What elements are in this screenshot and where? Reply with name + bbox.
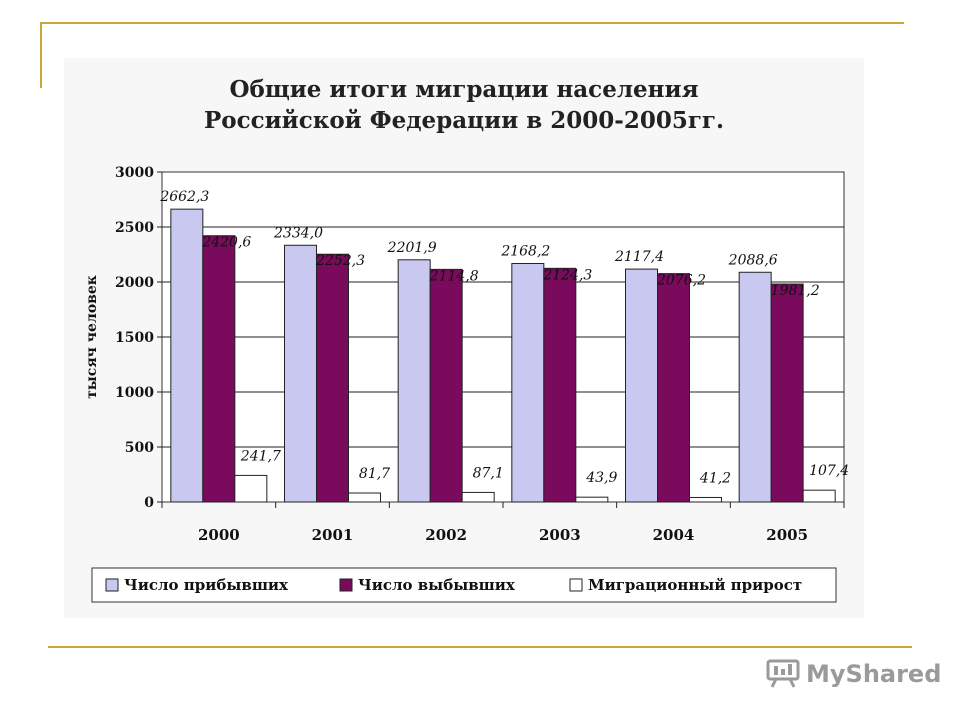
- bar-arrivals-2000: [170, 208, 204, 503]
- data-label: 2201,9: [387, 240, 437, 256]
- bar-net-gain-2000: [234, 474, 268, 503]
- data-label: 2420,6: [201, 235, 251, 251]
- data-label: 107,4: [809, 463, 849, 479]
- x-tick-label: 2001: [312, 526, 354, 544]
- data-label: 241,7: [240, 448, 281, 464]
- chart-title: Общие итоги миграции населения Российско…: [64, 74, 864, 136]
- y-tick-label: 1500: [115, 330, 154, 346]
- x-tick-label: 2000: [198, 526, 240, 544]
- data-label: 2662,3: [159, 189, 209, 205]
- data-label: 41,2: [699, 470, 731, 486]
- x-tick-label: 2002: [425, 526, 467, 544]
- data-label: 2114,8: [429, 268, 479, 284]
- y-tick-label: 0: [144, 495, 154, 511]
- bottom-decor-line: [48, 646, 912, 648]
- bar-arrivals-2003: [511, 262, 545, 503]
- y-axis-label: тысяч человек: [84, 275, 100, 399]
- bar-arrivals-2005: [738, 271, 772, 503]
- data-label: 2124,3: [542, 267, 592, 283]
- presentation-icon: [766, 659, 800, 688]
- bar-net-gain-2002: [461, 491, 495, 503]
- bar-net-gain-2003: [575, 496, 609, 503]
- data-label: 2168,2: [500, 243, 550, 259]
- left-decor-line: [40, 22, 42, 88]
- x-tick-label: 2003: [539, 526, 581, 544]
- legend-swatch: [339, 578, 353, 592]
- data-label: 2088,6: [728, 252, 778, 268]
- watermark: MyShared: [766, 656, 941, 692]
- y-tick-label: 500: [125, 440, 154, 456]
- y-tick-label: 1000: [115, 385, 154, 401]
- chart-title-line2: Российской Федерации в 2000-2005гг.: [203, 107, 725, 134]
- bar-net-gain-2005: [802, 489, 836, 503]
- bar-departures-2004: [657, 273, 690, 503]
- data-label: 87,1: [473, 465, 504, 481]
- legend-label: Миграционный прирост: [588, 576, 802, 594]
- legend-label: Число выбывших: [358, 576, 516, 594]
- watermark-text: MyShared: [806, 660, 942, 688]
- bar-departures-2003: [543, 267, 577, 503]
- bar-departures-2000: [202, 235, 236, 503]
- bar-arrivals-2001: [284, 244, 317, 503]
- data-label: 2252,3: [315, 253, 365, 269]
- data-label: 81,7: [359, 466, 390, 482]
- data-label: 2334,0: [273, 225, 323, 241]
- top-decor-line: [40, 22, 904, 24]
- x-tick-label: 2004: [653, 526, 695, 544]
- bar-departures-2002: [429, 268, 463, 503]
- y-tick-label: 3000: [115, 165, 154, 181]
- chart-title-line1: Общие итоги миграции населения: [229, 76, 699, 103]
- x-tick-label: 2005: [766, 526, 808, 544]
- data-label: 2117,4: [614, 249, 664, 265]
- legend-swatch: [105, 578, 119, 592]
- legend-box: [91, 567, 837, 603]
- bar-arrivals-2002: [397, 259, 431, 503]
- data-label: 2076,2: [656, 273, 706, 289]
- bar-net-gain-2001: [348, 492, 381, 503]
- legend-swatch: [569, 578, 583, 592]
- data-label: 1981,2: [771, 283, 820, 299]
- bar-departures-2001: [316, 253, 349, 503]
- bar-arrivals-2004: [625, 268, 658, 503]
- data-label: 43,9: [585, 470, 617, 486]
- y-tick-label: 2000: [115, 275, 154, 291]
- legend-label: Число прибывших: [124, 576, 289, 594]
- bar-departures-2005: [770, 283, 804, 503]
- bar-net-gain-2004: [689, 496, 722, 503]
- y-tick-label: 2500: [115, 220, 154, 236]
